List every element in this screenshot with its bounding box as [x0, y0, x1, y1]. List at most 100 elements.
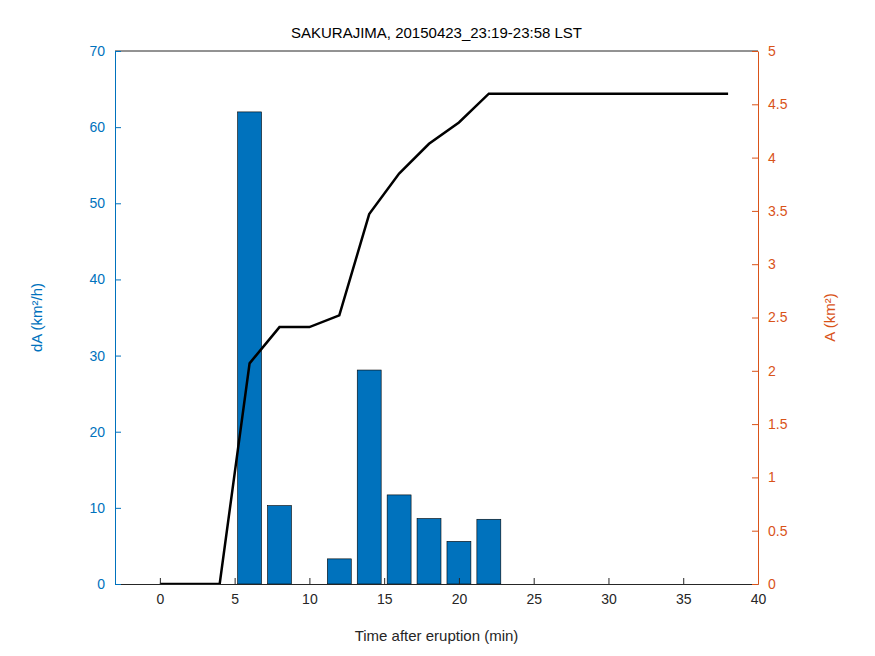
- tick-label: 10: [302, 591, 318, 607]
- tick: 0: [97, 576, 121, 592]
- tick: 5: [231, 578, 239, 607]
- tick-label: 5: [231, 591, 239, 607]
- tick-label: 0: [156, 591, 164, 607]
- tick: 0.5: [752, 523, 788, 539]
- tick-label: 3.5: [768, 203, 788, 219]
- tick-mark: [115, 356, 121, 357]
- tick-mark: [384, 578, 385, 584]
- tick: 40: [89, 271, 121, 287]
- bar: [268, 506, 292, 584]
- bar: [417, 519, 441, 584]
- line: [160, 94, 728, 584]
- tick-mark: [235, 578, 236, 584]
- tick-mark: [534, 578, 535, 584]
- chart: 051015202530354001020304050607000.511.52…: [0, 0, 875, 656]
- bar: [238, 112, 262, 584]
- axis-line: [116, 584, 759, 585]
- frame: [115, 51, 758, 52]
- tick: 0: [752, 576, 776, 592]
- tick-label: 50: [89, 195, 105, 211]
- tick-mark: [752, 424, 758, 425]
- tick-mark: [683, 578, 684, 584]
- tick-label: 70: [89, 43, 105, 59]
- tick-mark: [752, 104, 758, 105]
- title: SAKURAJIMA, 20150423_23:19-23:58 LST: [291, 24, 582, 41]
- y-axis-title: dA (km²/h): [28, 283, 45, 352]
- tick-label: 15: [377, 591, 393, 607]
- bar: [477, 519, 501, 584]
- tick: 1: [752, 469, 776, 485]
- bar: [387, 495, 411, 584]
- plot-background: [115, 51, 758, 584]
- tick-label: 1: [768, 469, 776, 485]
- tick-mark: [752, 158, 758, 159]
- tick-mark: [752, 477, 758, 478]
- tick-mark: [309, 578, 310, 584]
- tick: 20: [89, 424, 121, 440]
- tick-mark: [160, 578, 161, 584]
- tick: 60: [89, 119, 121, 135]
- tick-label: 0: [97, 576, 105, 592]
- x-axis-title: Time after eruption (min): [355, 627, 519, 644]
- marks: [160, 94, 728, 584]
- y2-axis-title: A (km²): [821, 293, 838, 341]
- tick: 4.5: [752, 96, 788, 112]
- tick: 4: [752, 150, 776, 166]
- tick: 20: [452, 578, 468, 607]
- tick-mark: [608, 578, 609, 584]
- tick: 25: [526, 578, 542, 607]
- tick-mark: [115, 508, 121, 509]
- tick-mark: [752, 211, 758, 212]
- tick-mark: [115, 279, 121, 280]
- tick-label: 4: [768, 150, 776, 166]
- tick-label: 25: [526, 591, 542, 607]
- x-axis: 0 5 10 15 20 25 30 35 40: [116, 578, 767, 607]
- tick-label: 5: [768, 43, 776, 59]
- tick-label: 1.5: [768, 416, 788, 432]
- tick: 50: [89, 195, 121, 211]
- tick: 3.5: [752, 203, 788, 219]
- bar: [327, 559, 351, 584]
- tick-mark: [752, 531, 758, 532]
- tick-mark: [115, 127, 121, 128]
- tick: 15: [377, 578, 393, 607]
- tick-label: 35: [676, 591, 692, 607]
- tick: 30: [601, 578, 617, 607]
- tick-mark: [115, 203, 121, 204]
- axis-line: [758, 52, 759, 585]
- tick-label: 20: [89, 424, 105, 440]
- tick: 30: [89, 348, 121, 364]
- tick-mark: [115, 432, 121, 433]
- tick-mark: [459, 578, 460, 584]
- tick-mark: [752, 318, 758, 319]
- tick-mark: [752, 584, 758, 585]
- axis-line: [115, 52, 116, 585]
- tick-label: 40: [751, 591, 767, 607]
- tick-label: 30: [89, 348, 105, 364]
- tick-mark: [752, 51, 758, 52]
- plot: 051015202530354001020304050607000.511.52…: [89, 43, 787, 607]
- tick: 2.5: [752, 309, 788, 325]
- tick: 0: [156, 578, 164, 607]
- bar: [357, 370, 381, 584]
- tick: 5: [752, 43, 776, 59]
- tick-label: 2.5: [768, 309, 788, 325]
- tick: 2: [752, 363, 776, 379]
- tick-label: 4.5: [768, 96, 788, 112]
- tick-label: 2: [768, 363, 776, 379]
- tick-label: 3: [768, 256, 776, 272]
- tick: 35: [676, 578, 692, 607]
- tick-label: 20: [452, 591, 468, 607]
- tick: 3: [752, 256, 776, 272]
- tick-label: 10: [89, 500, 105, 516]
- y2-axis: 0 0.5 1 1.5 2 2.5 3 3.5 4 4.5 5: [752, 43, 788, 592]
- bar: [447, 541, 471, 584]
- tick: 1.5: [752, 416, 788, 432]
- tick-mark: [752, 371, 758, 372]
- tick: 70: [89, 43, 121, 59]
- tick-mark: [752, 264, 758, 265]
- tick-mark: [115, 51, 121, 52]
- tick-label: 40: [89, 271, 105, 287]
- tick-mark: [115, 584, 121, 585]
- tick-label: 0: [768, 576, 776, 592]
